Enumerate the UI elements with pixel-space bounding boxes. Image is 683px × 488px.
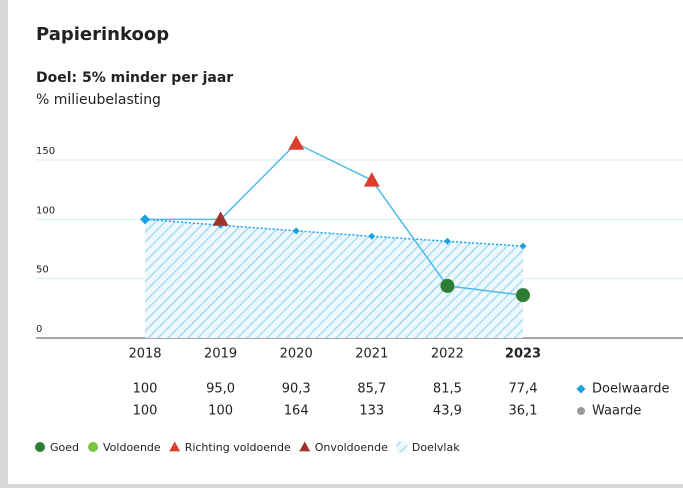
- value-line: [145, 142, 524, 296]
- x-tick-label: 2021: [355, 347, 388, 362]
- value-point: [440, 278, 455, 293]
- x-tick-label: 2019: [204, 347, 237, 362]
- target-point: [368, 232, 376, 240]
- target-point: [443, 237, 451, 245]
- y-tick-label: 100: [36, 205, 55, 216]
- status-legend-symbol: [299, 441, 311, 452]
- status-legend-symbol: [88, 442, 99, 452]
- table-value: 133: [359, 404, 384, 419]
- status-legend-label: Onvoldoende: [315, 441, 388, 454]
- table-value: 90,3: [282, 382, 311, 397]
- target-line: [144, 218, 524, 247]
- value-point: [288, 135, 305, 150]
- x-tick-label: 2022: [431, 347, 464, 362]
- table-value: 164: [284, 404, 309, 419]
- y-axis-label: % milieubelasting: [36, 92, 161, 108]
- legend-label: Waarde: [592, 404, 641, 419]
- table-value: 100: [133, 382, 158, 397]
- target-point: [292, 227, 300, 235]
- status-legend-label: Goed: [50, 441, 79, 454]
- legend-symbol: [576, 384, 586, 394]
- status-legend-symbol: [35, 442, 45, 452]
- table-value: 85,7: [357, 382, 386, 397]
- y-tick-label: 0: [36, 324, 42, 335]
- table-value: 100: [133, 404, 158, 419]
- table-value: 100: [208, 404, 233, 419]
- table-value: 95,0: [206, 382, 235, 397]
- value-point: [212, 211, 229, 226]
- x-tick-label: 2023: [505, 347, 541, 362]
- legend-symbol: [577, 407, 585, 415]
- table-value: 77,4: [509, 382, 538, 397]
- status-legend-symbol: [396, 441, 408, 453]
- status-legend-label: Richting voldoende: [185, 441, 291, 454]
- table-value: 36,1: [509, 404, 538, 419]
- target-area: [145, 219, 523, 338]
- target-point: [140, 214, 150, 225]
- table-value: 43,9: [433, 404, 462, 419]
- status-legend-label: Voldoende: [103, 441, 161, 454]
- status-legend-label: Doelvlak: [412, 441, 460, 454]
- chart-title: Papierinkoop: [36, 24, 169, 45]
- value-point: [363, 172, 380, 187]
- y-tick-label: 50: [36, 265, 49, 276]
- table-value: 81,5: [433, 382, 462, 397]
- status-legend-symbol: [169, 441, 181, 452]
- value-point: [516, 288, 530, 303]
- target-point: [519, 242, 527, 250]
- x-tick-label: 2018: [128, 347, 161, 362]
- x-tick-label: 2020: [280, 347, 313, 362]
- subtitle: Doel: 5% minder per jaar: [36, 70, 233, 86]
- y-tick-label: 150: [36, 146, 55, 157]
- legend-label: Doelwaarde: [592, 382, 670, 397]
